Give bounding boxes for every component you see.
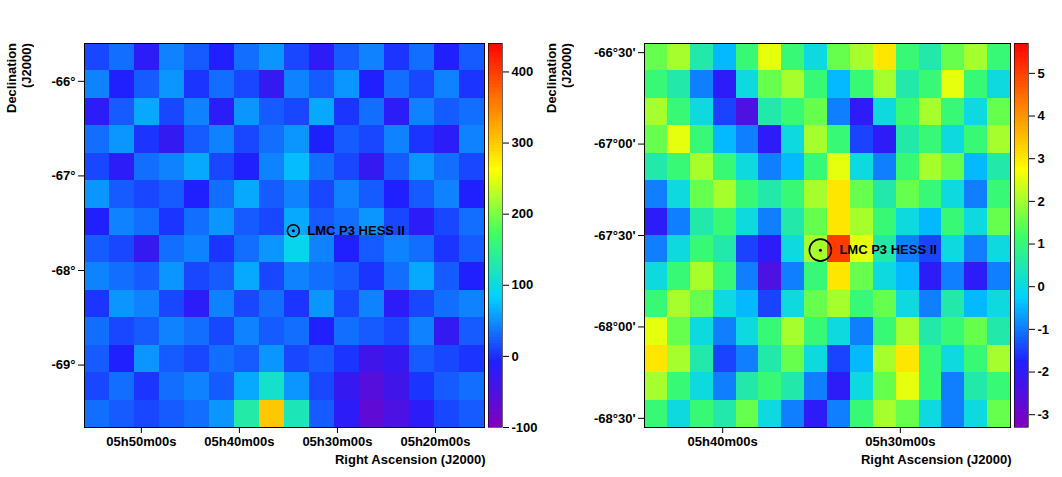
svg-text:05h30m00s: 05h30m00s — [302, 434, 372, 449]
svg-text:Right Ascension (J2000): Right Ascension (J2000) — [335, 452, 486, 467]
svg-text:-67°30': -67°30' — [594, 228, 636, 243]
svg-text:300: 300 — [512, 135, 534, 150]
svg-text:200: 200 — [512, 206, 534, 221]
svg-text:-66°: -66° — [52, 73, 76, 88]
svg-text:-67°: -67° — [52, 168, 76, 183]
svg-text:05h40m00s: 05h40m00s — [204, 434, 274, 449]
svg-text:-2: -2 — [1038, 364, 1050, 379]
svg-text:05h30m00s: 05h30m00s — [865, 434, 935, 449]
svg-text:400: 400 — [512, 64, 534, 79]
svg-text:-100: -100 — [512, 420, 538, 435]
svg-text:-69°: -69° — [52, 357, 76, 372]
svg-text:05h40m00s: 05h40m00s — [688, 434, 758, 449]
svg-text:3: 3 — [1038, 151, 1045, 166]
svg-text:05h20m00s: 05h20m00s — [400, 434, 470, 449]
svg-text:2: 2 — [1038, 194, 1045, 209]
svg-text:-1: -1 — [1038, 322, 1050, 337]
svg-text:1: 1 — [1038, 236, 1045, 251]
svg-text:Right Ascension (J2000): Right Ascension (J2000) — [861, 452, 1012, 467]
svg-text:-67°00': -67°00' — [594, 136, 636, 151]
html-text:Declination (J2000): Declination (J2000) — [4, 43, 34, 114]
svg-text:0: 0 — [512, 349, 519, 364]
svg-text:5: 5 — [1038, 66, 1045, 81]
svg-text:05h50m00s: 05h50m00s — [106, 434, 176, 449]
svg-text:0: 0 — [1038, 279, 1045, 294]
html-text:Declination (J2000): Declination (J2000) — [544, 43, 574, 114]
svg-text:-68°: -68° — [52, 263, 76, 278]
svg-text:-3: -3 — [1038, 407, 1050, 422]
svg-text:LMC P3 HESS II: LMC P3 HESS II — [307, 223, 405, 238]
svg-text:-68°30': -68°30' — [594, 411, 636, 426]
svg-text:100: 100 — [512, 277, 534, 292]
svg-text:-66°30': -66°30' — [594, 45, 636, 60]
svg-text:-68°00': -68°00' — [594, 319, 636, 334]
svg-text:4: 4 — [1038, 108, 1046, 123]
svg-text:LMC P3 HESS II: LMC P3 HESS II — [839, 242, 937, 257]
